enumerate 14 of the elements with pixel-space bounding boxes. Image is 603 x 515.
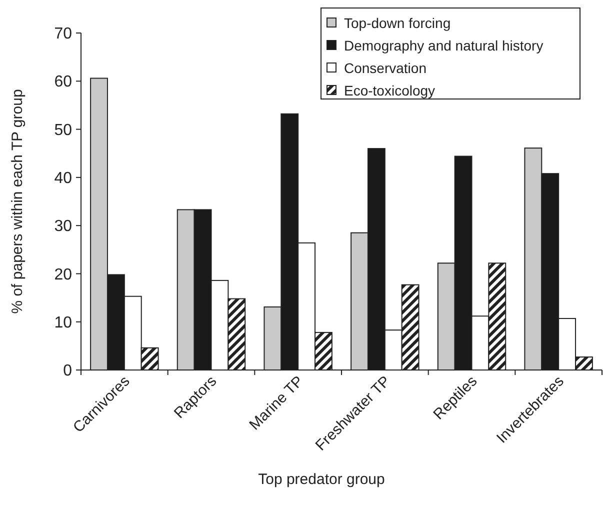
y-tick-label: 40 bbox=[54, 170, 72, 188]
y-tick-label: 50 bbox=[54, 122, 72, 139]
y-tick-label: 20 bbox=[54, 266, 72, 284]
legend-label: Top-down forcing bbox=[344, 14, 451, 31]
y-tick-label: 30 bbox=[54, 218, 72, 236]
y-tick-label: 0 bbox=[63, 362, 72, 380]
legend-label: Conservation bbox=[344, 60, 426, 76]
y-axis-title: % of papers within each TP group bbox=[9, 89, 26, 314]
legend-label: Eco-toxicology bbox=[344, 82, 436, 98]
y-tick-label: 10 bbox=[54, 314, 72, 332]
x-axis-title: Top predator group bbox=[258, 471, 385, 488]
y-tick-label: 70 bbox=[54, 26, 72, 43]
legend-label: Demography and natural history bbox=[344, 37, 544, 54]
y-tick-label: 60 bbox=[54, 74, 72, 91]
